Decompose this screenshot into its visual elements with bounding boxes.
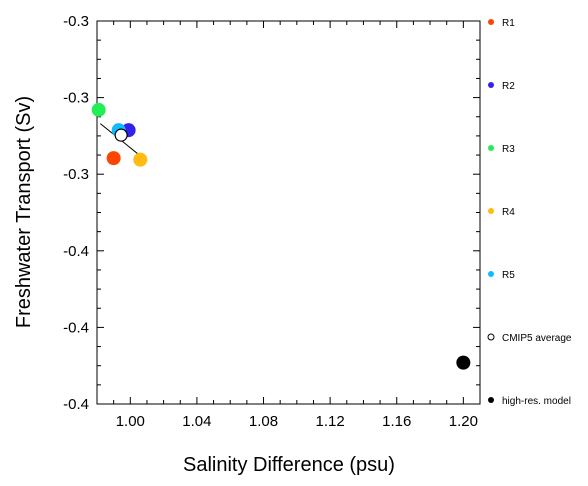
high-res-model-point xyxy=(456,355,471,370)
legend: R1 R2 R3 R4 R5 CMIP5 average high-res. model xyxy=(487,18,572,407)
y-tick-label: -0.3 xyxy=(63,13,89,30)
legend-label: R5 xyxy=(502,270,515,281)
plot-frame xyxy=(96,20,481,405)
x-tick-label: 1.08 xyxy=(249,413,278,430)
legend-marker xyxy=(488,82,494,88)
plot-area xyxy=(96,20,481,405)
r3-point xyxy=(91,102,106,117)
y-tick-label: -0.4 xyxy=(63,319,89,336)
legend-marker xyxy=(487,333,495,341)
x-tick-label: 1.00 xyxy=(116,413,145,430)
y-tick-label: -0.3 xyxy=(63,90,89,107)
cmip5-average-point xyxy=(114,128,128,142)
legend-marker xyxy=(488,145,494,151)
x-axis-ticks: 1.00 1.04 1.08 1.12 1.16 1.20 xyxy=(96,21,481,430)
legend-marker xyxy=(488,19,494,25)
legend-label: R1 xyxy=(502,18,515,29)
legend-marker xyxy=(488,208,494,214)
x-axis-title: Salinity Difference (psu) xyxy=(183,454,395,476)
y-tick-label: -0.4 xyxy=(63,243,89,260)
x-tick-label: 1.04 xyxy=(182,413,211,430)
r1-point xyxy=(106,151,121,166)
r4-point xyxy=(133,152,148,167)
legend-label: high-res. model xyxy=(502,396,571,407)
legend-marker xyxy=(488,271,494,277)
y-axis-title: Freshwater Transport (Sv) xyxy=(13,96,35,328)
y-tick-label: -0.4 xyxy=(63,396,89,413)
x-tick-label: 1.20 xyxy=(449,413,478,430)
legend-label: R2 xyxy=(502,81,515,92)
legend-label: CMIP5 average xyxy=(502,333,572,344)
y-axis-ticks: -0.3 -0.3 -0.3 -0.4 -0.4 -0.4 xyxy=(63,13,480,413)
legend-marker xyxy=(488,397,494,403)
y-tick-label: -0.3 xyxy=(63,166,89,183)
x-tick-label: 1.16 xyxy=(382,413,411,430)
legend-label: R3 xyxy=(502,144,515,155)
legend-label: R4 xyxy=(502,207,515,218)
x-tick-label: 1.12 xyxy=(316,413,345,430)
data-points xyxy=(91,102,471,370)
